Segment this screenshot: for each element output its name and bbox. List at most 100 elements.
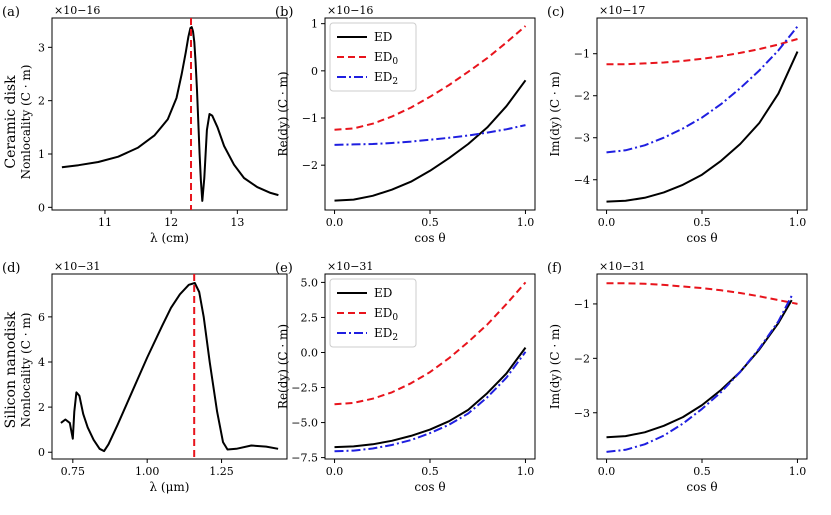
axis-exponent-d: ×10−31 — [54, 260, 100, 273]
x-tick-label-c: 1.0 — [789, 216, 807, 229]
y-tick-label-d: 2 — [38, 401, 45, 414]
y-tick-label-e: −7.5 — [291, 452, 318, 465]
axis-exponent-e: ×10−31 — [327, 260, 373, 273]
legend-box-b — [329, 22, 417, 92]
series-line-c-ed — [606, 51, 799, 203]
x-tick-label-f: 0.0 — [598, 465, 616, 478]
y-tick-label-e: −5.0 — [291, 417, 318, 430]
plot-area-d — [60, 274, 279, 459]
row-sublabel-silicon: Nonlocality (C · m) — [19, 313, 33, 428]
series-line-b-ed2 — [334, 124, 526, 146]
plot-area-f — [606, 282, 798, 453]
y-tick-label-b: 1 — [311, 18, 318, 31]
x-tick-label-b: 0.5 — [421, 216, 439, 229]
y-tick-label-d: 6 — [38, 311, 45, 324]
plot-area-a — [61, 18, 279, 210]
x-tick-label-d: 0.75 — [61, 465, 86, 478]
legend-label-ed: ED — [374, 30, 392, 44]
y-tick-label-a: 2 — [38, 95, 45, 108]
series-line-f-ed2 — [606, 295, 793, 453]
series-line-f-ed0 — [606, 282, 798, 305]
x-tick-label-e: 1.0 — [517, 465, 535, 478]
row-label-ceramic: Ceramic disk — [3, 75, 19, 169]
x-tick-label-c: 0.5 — [693, 216, 711, 229]
y-tick-label-b: −2 — [302, 159, 318, 172]
legend-label-ed0: ED0 — [374, 306, 398, 323]
axis-exponent-c: ×10−17 — [599, 4, 645, 17]
plot-area-b — [334, 25, 527, 202]
panel-title-c: (c) — [547, 5, 564, 20]
y-tick-label-f: −1 — [574, 298, 590, 311]
legend-e: ED ED0 ED2 — [329, 278, 417, 348]
series-line-e-ed2 — [334, 351, 527, 453]
y-tick-label-d: 4 — [38, 356, 45, 369]
x-axis-label-f: cos θ — [686, 480, 717, 494]
panel-title-e: (e) — [275, 261, 293, 276]
x-tick-label-b: 0.0 — [326, 216, 344, 229]
row-label-silicon: Silicon nanodisk — [3, 311, 19, 428]
row-sublabel-ceramic: Nonlocality (C · m) — [19, 65, 33, 180]
y-tick-label-c: −4 — [574, 174, 590, 187]
x-tick-label-d: 1.25 — [209, 465, 234, 478]
y-axis-label-c: Im(dy) (C · m) — [548, 71, 562, 156]
legend-label-ed2: ED2 — [374, 70, 398, 87]
series-line-d-nonlocality — [60, 282, 279, 453]
legend-label-ed2: ED2 — [374, 326, 398, 343]
y-tick-label-f: −3 — [574, 407, 590, 420]
x-axis-label-e: cos θ — [414, 480, 445, 494]
series-line-c-ed2 — [606, 25, 799, 154]
axes-frame-a — [51, 17, 288, 211]
series-line-a-nonlocality — [61, 26, 279, 202]
y-tick-label-c: −3 — [574, 132, 590, 145]
y-tick-label-e: 5.0 — [301, 276, 319, 289]
legend-label-ed0: ED0 — [374, 50, 398, 67]
y-axis-label-b: Re(dy) (C · m) — [276, 71, 290, 156]
axis-exponent-b: ×10−16 — [327, 4, 373, 17]
x-axis-label-d: λ (μm) — [150, 480, 190, 494]
series-line-b-ed0 — [334, 25, 527, 131]
panel-title-b: (b) — [275, 5, 293, 20]
panel-title-a: (a) — [2, 5, 20, 20]
series-line-f-ed — [606, 299, 793, 439]
y-tick-label-a: 1 — [38, 148, 45, 161]
y-tick-label-b: −1 — [302, 112, 318, 125]
y-axis-label-f: Im(dy) (C · m) — [548, 324, 562, 409]
y-axis-label-e: Re(dy) (C · m) — [276, 324, 290, 409]
panel-title-f: (f) — [547, 261, 562, 276]
x-tick-label-f: 1.0 — [789, 465, 807, 478]
x-axis-label-b: cos θ — [414, 231, 445, 245]
axis-exponent-f: ×10−31 — [599, 260, 645, 273]
x-tick-label-d: 1.00 — [135, 465, 160, 478]
legend-b: ED ED0 ED2 — [329, 22, 417, 92]
y-tick-label-e: 0.0 — [301, 346, 319, 359]
y-tick-label-a: 0 — [38, 201, 45, 214]
axes-frame-d — [51, 273, 288, 460]
legend-box-e — [329, 278, 417, 348]
y-tick-label-e: 2.5 — [301, 311, 319, 324]
panel-e: (e) ×10−31 0.0 0.5 1.0 −7.5 −5.0 −2.5 0.0 2.5 5.0 c… — [275, 260, 536, 494]
x-tick-label-c: 0.0 — [598, 216, 616, 229]
panel-d: (d) ×10−31 0.75 1.00 1.25 0 2 4 6 λ (μm) — [2, 260, 288, 494]
x-tick-label-a: 13 — [230, 216, 244, 229]
panel-c: (c) ×10−17 0.0 0.5 1.0 −4 −3 −2 −1 cos θ Im(dy) (C… — [547, 4, 808, 245]
x-tick-label-e: 0.0 — [326, 465, 344, 478]
x-axis-label-c: cos θ — [686, 231, 717, 245]
series-line-b-ed — [334, 79, 527, 202]
y-tick-label-b: 0 — [311, 65, 318, 78]
x-tick-label-a: 11 — [98, 216, 112, 229]
panel-f: (f) ×10−31 0.0 0.5 1.0 −3 −2 −1 cos θ Im(dy) (C ·… — [547, 260, 808, 494]
y-tick-label-c: −1 — [574, 48, 590, 61]
plot-area-e — [334, 281, 527, 453]
y-tick-label-c: −2 — [574, 90, 590, 103]
y-tick-label-f: −2 — [574, 352, 590, 365]
x-tick-label-f: 0.5 — [693, 465, 711, 478]
y-tick-label-d: 0 — [38, 446, 45, 459]
x-tick-label-e: 0.5 — [421, 465, 439, 478]
series-line-e-ed0 — [334, 281, 527, 406]
axes-frame-c — [596, 17, 808, 211]
panel-title-d: (d) — [2, 261, 20, 276]
series-line-e-ed — [334, 347, 527, 449]
axis-exponent-a: ×10−16 — [54, 4, 100, 17]
